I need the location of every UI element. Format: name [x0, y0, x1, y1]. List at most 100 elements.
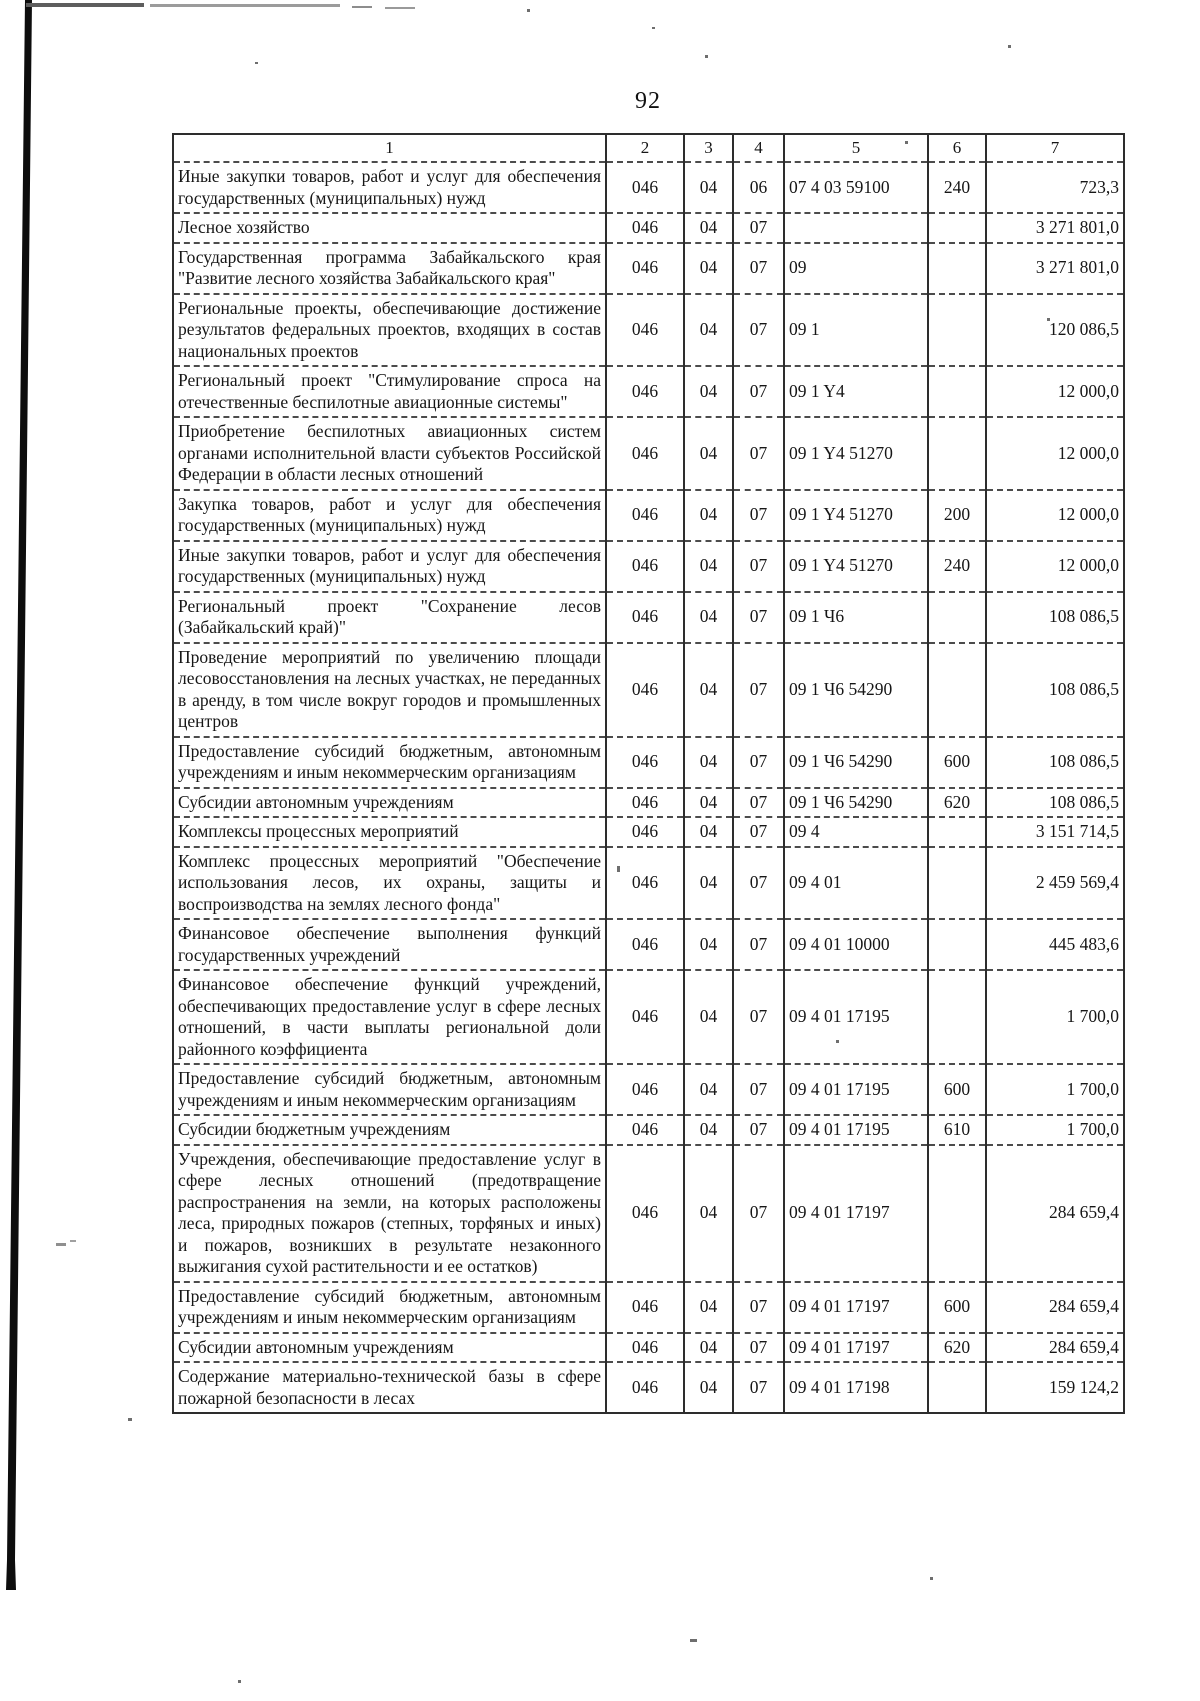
scan-speck [255, 62, 258, 64]
cell-grbs-code: 046 [605, 241, 684, 294]
cell-expense-type-code [927, 1143, 986, 1282]
cell-subsection-code: 07 [732, 1331, 784, 1362]
cell-expense-type-code: 200 [927, 488, 986, 541]
cell-target-article-code: 09 1 Ч6 54290 [783, 735, 928, 788]
cell-target-article-code: 09 1 Y4 [783, 365, 928, 417]
table-row: Предоставление субсидий бюджетным, автон… [172, 735, 1124, 788]
cell-name: Приобретение беспилотных авиационных сис… [172, 416, 606, 490]
cell-subsection-code: 07 [732, 416, 784, 490]
cell-amount: 12 000,0 [985, 488, 1124, 541]
cell-target-article-code: 09 1 Y4 51270 [783, 539, 928, 592]
cell-section-code: 04 [683, 1143, 733, 1282]
column-number-5: 5 [783, 134, 928, 162]
cell-name: Лесное хозяйство [172, 212, 606, 243]
cell-amount: 3 151 714,5 [985, 816, 1124, 847]
cell-amount: 108 086,5 [985, 786, 1124, 817]
cell-section-code: 04 [683, 488, 733, 541]
cell-amount: 723,3 [985, 161, 1124, 213]
cell-expense-type-code [927, 969, 986, 1064]
table-row: Учреждения, обеспечивающие предоставлени… [172, 1143, 1124, 1282]
cell-expense-type-code [927, 365, 986, 417]
cell-expense-type-code: 600 [927, 1063, 986, 1115]
cell-target-article-code: 09 4 01 [783, 845, 928, 919]
cell-target-article-code: 09 4 01 17197 [783, 1143, 928, 1282]
cell-amount: 108 086,5 [985, 735, 1124, 788]
cell-grbs-code: 046 [605, 918, 684, 970]
cell-name: Государственная программа Забайкальского… [172, 241, 606, 294]
cell-target-article-code: 09 1 Y4 51270 [783, 416, 928, 490]
cell-section-code: 04 [683, 161, 733, 213]
cell-section-code: 04 [683, 641, 733, 737]
cell-subsection-code: 07 [732, 816, 784, 847]
cell-grbs-code: 046 [605, 212, 684, 243]
cell-expense-type-code [927, 641, 986, 737]
cell-expense-type-code [927, 416, 986, 490]
cell-target-article-code: 09 4 01 17195 [783, 969, 928, 1064]
cell-name: Предоставление субсидий бюджетным, автон… [172, 1063, 606, 1115]
cell-expense-type-code [927, 845, 986, 919]
cell-section-code: 04 [683, 735, 733, 788]
cell-name: Региональный проект "Сохранение лесов (З… [172, 590, 606, 643]
cell-grbs-code: 046 [605, 1114, 684, 1145]
cell-grbs-code: 046 [605, 161, 684, 213]
scan-speck [385, 7, 415, 9]
cell-section-code: 04 [683, 539, 733, 592]
scan-speck [652, 27, 655, 29]
cell-amount: 3 271 801,0 [985, 241, 1124, 294]
cell-expense-type-code [927, 241, 986, 294]
table-row: Субсидии автономным учреждениям 046 04 07 09… [172, 786, 1124, 817]
cell-expense-type-code: 600 [927, 735, 986, 788]
cell-grbs-code: 046 [605, 1361, 684, 1413]
cell-grbs-code: 046 [605, 735, 684, 788]
column-number-1: 1 [172, 134, 606, 162]
scan-speck [930, 1577, 933, 1580]
page-edge-scan-line [6, 0, 32, 1590]
table-row: Региональные проекты, обеспечивающие дос… [172, 292, 1124, 366]
cell-name: Финансовое обеспечение функций учреждени… [172, 969, 606, 1064]
cell-subsection-code: 07 [732, 1361, 784, 1413]
cell-grbs-code: 046 [605, 1331, 684, 1362]
scan-speck [527, 9, 530, 12]
column-number-7: 7 [985, 134, 1124, 162]
cell-subsection-code: 07 [732, 641, 784, 737]
cell-grbs-code: 046 [605, 641, 684, 737]
cell-expense-type-code [927, 212, 986, 243]
scan-speck [352, 6, 372, 8]
cell-amount: 3 271 801,0 [985, 212, 1124, 243]
cell-section-code: 04 [683, 1280, 733, 1333]
cell-expense-type-code: 610 [927, 1114, 986, 1145]
cell-target-article-code: 09 4 [783, 816, 928, 847]
cell-subsection-code: 07 [732, 969, 784, 1064]
cell-subsection-code: 07 [732, 786, 784, 817]
cell-subsection-code: 07 [732, 1063, 784, 1115]
cell-subsection-code: 07 [732, 918, 784, 970]
column-number-4: 4 [732, 134, 784, 162]
cell-target-article-code: 09 4 01 17197 [783, 1280, 928, 1333]
cell-grbs-code: 046 [605, 539, 684, 592]
cell-grbs-code: 046 [605, 786, 684, 817]
table-row: Лесное хозяйство 046 04 07 3 271 801,0 [172, 212, 1124, 243]
cell-name: Субсидии автономным учреждениям [172, 786, 606, 817]
cell-subsection-code: 07 [732, 488, 784, 541]
scan-speck [128, 1418, 132, 1421]
cell-target-article-code: 07 4 03 59100 [783, 161, 928, 213]
cell-subsection-code: 07 [732, 1114, 784, 1145]
budget-table-body: Иные закупки товаров, работ и услуг для … [172, 161, 1124, 1413]
cell-expense-type-code [927, 1361, 986, 1413]
table-row: Содержание материально-технической базы … [172, 1361, 1124, 1413]
cell-amount: 1 700,0 [985, 1063, 1124, 1115]
cell-section-code: 04 [683, 241, 733, 294]
cell-subsection-code: 07 [732, 292, 784, 366]
table-row: Иные закупки товаров, работ и услуг для … [172, 539, 1124, 592]
table-row: Предоставление субсидий бюджетным, автон… [172, 1280, 1124, 1333]
cell-target-article-code: 09 1 Y4 51270 [783, 488, 928, 541]
cell-grbs-code: 046 [605, 1280, 684, 1333]
cell-amount: 108 086,5 [985, 590, 1124, 643]
cell-grbs-code: 046 [605, 969, 684, 1064]
table-row: Финансовое обеспечение выполнения функци… [172, 918, 1124, 970]
cell-name: Финансовое обеспечение выполнения функци… [172, 918, 606, 970]
cell-subsection-code: 07 [732, 365, 784, 417]
